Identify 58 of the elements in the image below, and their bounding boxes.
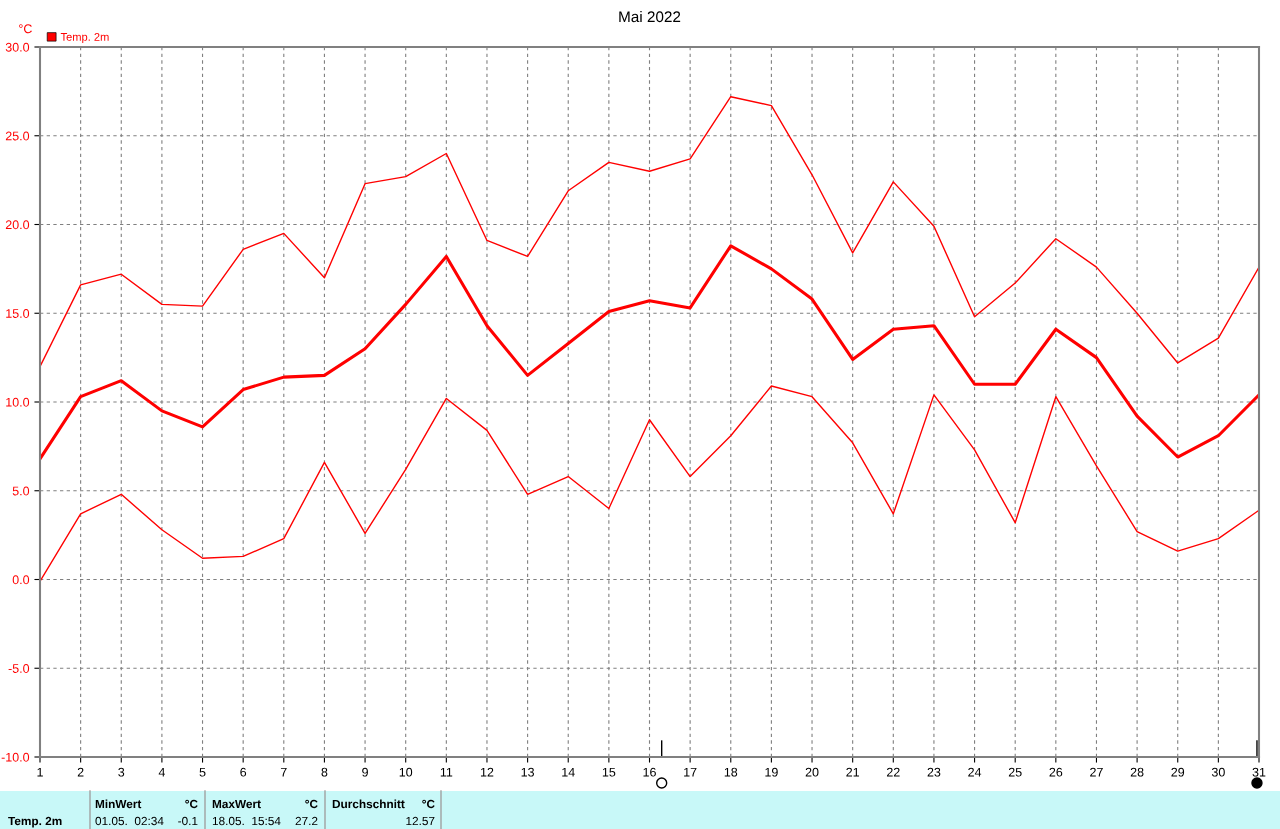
line-series <box>40 96 1259 368</box>
text: 12.57 <box>406 816 435 826</box>
y-tick-label: -5.0 <box>8 664 30 673</box>
y-tick-label: 10.0 <box>6 397 30 407</box>
x-tick-label: 24 <box>968 767 982 777</box>
x-tick-label: 13 <box>521 767 534 777</box>
chart-title: Mai 2022 <box>619 10 681 23</box>
x-tick-label: 5 <box>199 767 206 777</box>
text: °C <box>305 799 318 809</box>
x-tick-label: 7 <box>280 767 287 777</box>
x-tick-label: 8 <box>321 767 328 777</box>
y-tick-label: 25.0 <box>5 131 30 141</box>
x-tick-label: 22 <box>886 767 900 777</box>
text: °C <box>185 799 198 809</box>
text: MinWert <box>95 799 142 809</box>
text: 27.2 <box>295 816 318 826</box>
line-series <box>40 244 1259 461</box>
x-tick-label: 17 <box>684 767 697 777</box>
text: 18.05. 15:54 <box>212 816 281 826</box>
x-tick-label: 23 <box>927 767 941 777</box>
x-tick-label: 3 <box>118 767 125 777</box>
y-tick-label: -10.0 <box>1 752 30 762</box>
text: Temp. 2m <box>8 816 62 828</box>
y-tick-label: 5.0 <box>12 486 30 496</box>
x-tick-label: 29 <box>1171 767 1185 777</box>
x-tick-label: 16 <box>643 767 656 777</box>
x-tick-label: 4 <box>158 767 166 777</box>
x-tick-label: 1 <box>37 767 43 777</box>
x-tick-label: 15 <box>602 767 616 777</box>
x-tick-label: 31 <box>1252 767 1266 777</box>
x-tick-label: 14 <box>562 767 575 777</box>
x-tick-label: 20 <box>805 767 819 777</box>
x-tick-label: 2 <box>77 767 84 777</box>
x-tick-label: 26 <box>1049 767 1063 777</box>
x-tick-label: 28 <box>1130 767 1144 777</box>
x-tick-label: 30 <box>1211 767 1225 777</box>
legend-label: Temp. 2m <box>60 32 109 44</box>
x-tick-label: 9 <box>362 767 368 777</box>
x-tick-label: 21 <box>846 767 860 777</box>
x-tick-label: 12 <box>480 767 494 777</box>
x-tick-label: 11 <box>440 767 453 777</box>
text: °C <box>422 799 435 809</box>
x-tick-label: 6 <box>240 767 247 777</box>
text: 01.05. 02:34 <box>95 816 164 826</box>
y-tick-label: 0.0 <box>12 575 30 585</box>
x-tick-label: 18 <box>724 767 738 777</box>
y-tick-label: 20.0 <box>5 220 30 230</box>
x-tick-label: 10 <box>399 767 413 777</box>
y-tick-label: 30.0 <box>5 42 30 52</box>
line-series <box>40 385 1259 582</box>
y-tick-label: 15.0 <box>6 309 30 318</box>
y-axis-title: °C <box>19 24 32 34</box>
x-tick-label: 19 <box>765 767 778 777</box>
x-tick-label: 25 <box>1008 767 1022 777</box>
text: Durchschnitt <box>332 799 405 809</box>
text: MaxWert <box>212 799 261 809</box>
text: -0.1 <box>178 816 198 826</box>
x-tick-label: 27 <box>1090 767 1103 777</box>
